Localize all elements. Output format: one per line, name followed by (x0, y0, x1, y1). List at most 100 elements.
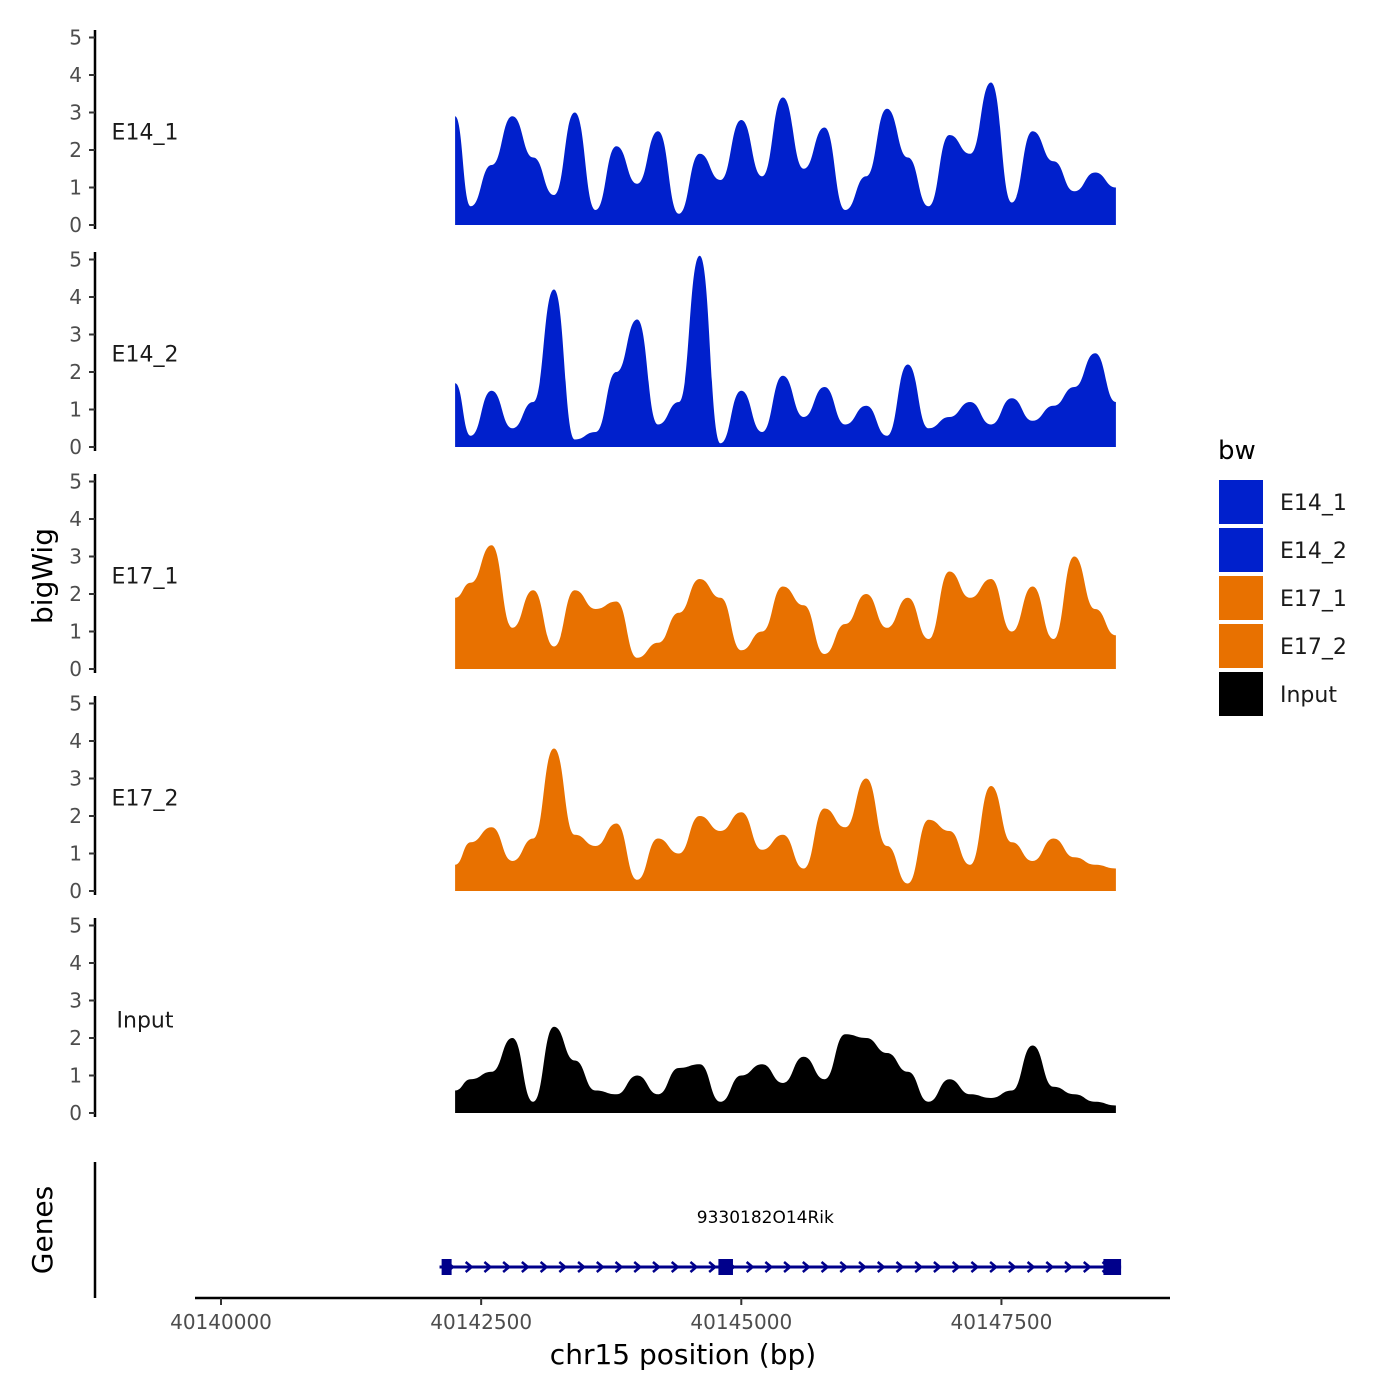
strand-arrow (1045, 1261, 1055, 1273)
legend-label-e17_2: E17_2 (1280, 635, 1347, 660)
gene-exon (718, 1259, 733, 1275)
gene-exon (441, 1259, 452, 1275)
y-tick-label: 0 (69, 435, 82, 459)
legend-swatch-input (1219, 672, 1263, 716)
y-tick-label: 1 (69, 176, 82, 200)
strand-arrow (1082, 1261, 1092, 1273)
legend-swatch-e14_1 (1219, 480, 1263, 524)
y-tick-label: 4 (69, 729, 82, 753)
gene-panel: 9330182O14Rik (93, 1162, 1122, 1298)
area-series-input (455, 1026, 1116, 1113)
y-tick-label: 1 (69, 398, 82, 422)
strand-arrow (558, 1261, 568, 1273)
y-tick-label: 0 (69, 1101, 82, 1125)
area-series-e17_2 (455, 748, 1116, 891)
strand-arrow (595, 1261, 605, 1273)
strand-arrow (839, 1261, 849, 1273)
strand-arrow (483, 1261, 493, 1273)
y-tick-label: 4 (69, 63, 82, 87)
legend-swatch-e17_1 (1219, 576, 1263, 620)
y-tick-label: 5 (69, 248, 82, 272)
track-label-e14_1: E14_1 (112, 120, 179, 145)
strand-arrow (802, 1261, 811, 1273)
area-series-e14_1 (455, 82, 1116, 225)
strand-arrow (820, 1261, 830, 1273)
y-tick-label: 2 (69, 1026, 82, 1050)
y-tick-label: 3 (69, 101, 82, 125)
strand-arrow (764, 1261, 774, 1273)
y-tick-label: 2 (69, 138, 82, 162)
y-tick-label: 0 (69, 657, 82, 681)
track-label-e17_1: E17_1 (112, 564, 179, 589)
strand-arrow (614, 1261, 624, 1273)
tracks-group: 0 1 2 3 4 5 E14_1 0 1 2 3 4 5 E14_2 0 1 2 3 4 5 E17_1 0 1 2 3 4 5 E… (69, 26, 1116, 1125)
y-tick-label: 0 (69, 879, 82, 903)
strand-arrow (745, 1261, 755, 1273)
gene-exon (1103, 1259, 1122, 1275)
strand-arrow (1026, 1261, 1036, 1273)
strand-arrow (876, 1261, 886, 1273)
strand-arrow (933, 1261, 942, 1273)
strand-arrow (633, 1261, 643, 1273)
legend-label-e14_1: E14_1 (1280, 491, 1347, 516)
legend-label-e17_1: E17_1 (1280, 587, 1347, 612)
strand-arrow (970, 1261, 980, 1273)
y-tick-label: 4 (69, 285, 82, 309)
area-series-e14_2 (455, 255, 1116, 447)
gene-name-label: 9330182O14Rik (697, 1208, 834, 1228)
area-series-e17_1 (455, 545, 1116, 669)
gene-panel-title: Genes (26, 1186, 59, 1274)
strand-arrow (689, 1261, 699, 1273)
y-tick-label: 2 (69, 804, 82, 828)
strand-arrow (989, 1261, 999, 1273)
x-axis: 40140000 40142500 40145000 40147500 (170, 1296, 1170, 1334)
y-axis-title: bigWig (26, 528, 59, 624)
strand-arrow (914, 1261, 924, 1273)
legend-swatch-e17_2 (1219, 624, 1263, 668)
x-axis-title: chr15 position (bp) (550, 1338, 816, 1371)
strand-arrow (895, 1261, 905, 1273)
track-label-e17_2: E17_2 (112, 786, 179, 811)
strand-arrow (951, 1261, 961, 1273)
strand-arrow (577, 1261, 586, 1273)
strand-arrow (1064, 1261, 1073, 1273)
strand-arrow (539, 1261, 549, 1273)
y-tick-label: 5 (69, 914, 82, 938)
y-tick-label: 4 (69, 951, 82, 975)
y-tick-label: 2 (69, 360, 82, 384)
strand-arrow (521, 1261, 530, 1273)
strand-arrow (670, 1261, 680, 1273)
legend: bw E14_1 E14_2 E17_1 E17_2 Input (1218, 436, 1347, 716)
y-tick-label: 0 (69, 213, 82, 237)
y-tick-label: 5 (69, 26, 82, 50)
y-tick-label: 2 (69, 582, 82, 606)
strand-arrow (858, 1261, 867, 1273)
strand-arrow (502, 1261, 512, 1273)
y-tick-label: 5 (69, 692, 82, 716)
strand-arrow (1008, 1261, 1017, 1273)
y-tick-label: 1 (69, 1064, 82, 1088)
y-tick-label: 3 (69, 323, 82, 347)
x-tick-label: 40145000 (690, 1310, 792, 1334)
legend-label-input: Input (1280, 683, 1337, 708)
strand-arrow (652, 1261, 661, 1273)
y-tick-label: 3 (69, 545, 82, 569)
strand-arrow (464, 1261, 474, 1273)
legend-swatch-e14_2 (1219, 528, 1263, 572)
y-tick-label: 3 (69, 989, 82, 1013)
legend-label-e14_2: E14_2 (1280, 539, 1347, 564)
legend-title: bw (1218, 436, 1256, 466)
x-tick-label: 40142500 (430, 1310, 532, 1334)
x-tick-label: 40147500 (951, 1310, 1053, 1334)
strand-arrow (783, 1261, 793, 1273)
y-tick-label: 5 (69, 470, 82, 494)
track-label-input: Input (117, 1008, 174, 1033)
y-tick-label: 4 (69, 507, 82, 531)
y-tick-label: 1 (69, 842, 82, 866)
y-tick-label: 3 (69, 767, 82, 791)
y-tick-label: 1 (69, 620, 82, 644)
x-tick-label: 40140000 (170, 1310, 272, 1334)
track-label-e14_2: E14_2 (112, 342, 179, 367)
strand-arrow (708, 1261, 718, 1273)
